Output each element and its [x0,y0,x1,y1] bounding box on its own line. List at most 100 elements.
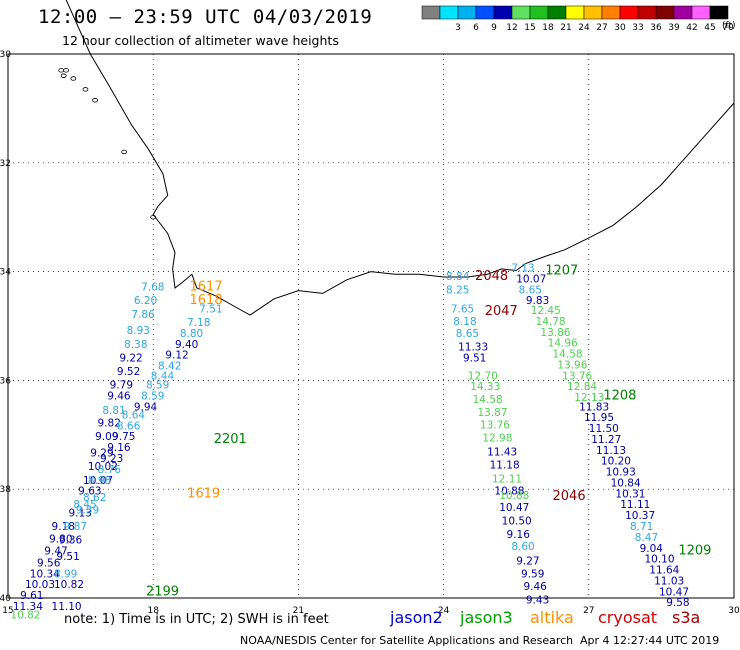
wave-height-value: 9.61 [20,590,43,602]
island-outline [121,149,128,155]
wave-height-value: 7.68 [141,282,164,294]
color-scale-label: 42 [686,23,697,33]
island-outline [58,68,65,73]
map-axis-ticks: 15 18 21 24 27 30 -30 -32 -34 -36 -38 -40 [0,50,740,616]
color-scale-label: 45 [704,23,715,33]
satellite-pass-label: 2199 [146,584,179,599]
latitude-tick-label: -40 [0,594,11,604]
wave-height-value: 9.39 [76,505,99,517]
satellite-pass-label: 2201 [214,432,247,447]
satellite-pass-label: 1617 [190,280,223,295]
longitude-tick-label: 27 [583,606,594,616]
satellite-pass-label: 1619 [187,486,220,501]
wave-height-value: 9.18 [52,521,75,533]
wave-height-value: 9.09 [95,431,118,443]
color-scale-label: 6 [473,23,479,33]
wave-height-value: 9.43 [526,594,549,606]
island-outline [92,98,99,103]
map-border [7,53,735,599]
island-outline [60,73,67,78]
wave-height-value: 9.47 [44,545,67,557]
wave-height-value: 9.83 [526,295,549,307]
longitude-tick-label: 21 [293,606,304,616]
wave-height-value: 9.13 [69,507,92,519]
wave-height-value: 11.10 [52,601,82,613]
wave-height-value: 8.65 [456,328,479,340]
wave-height-value: 12.45 [531,305,561,317]
wave-height-value: 11.03 [654,575,684,587]
wave-height-value: 10.02 [88,461,118,473]
wave-height-value: 9.80 [49,534,72,546]
latitude-tick-label: -38 [0,485,11,495]
satellite-pass-label: 1207 [545,263,578,278]
color-scale-label: 3 [455,23,461,33]
wave-height-value: 14.96 [548,338,578,350]
wave-height-value: 10.34 [30,568,60,580]
wave-height-value: 9.63 [78,486,101,498]
satellite-legend-altika: altika [530,608,574,627]
wave-height-value: 7.86 [131,309,155,321]
coastal-islands [58,68,157,220]
color-scale-label: 70 [722,23,734,33]
wave-height-value: 9.04 [640,543,664,555]
wave-height-value: 13.76 [562,370,592,382]
wave-height-value: 9.59 [521,568,544,580]
wave-height-value: 9.79 [110,380,133,392]
wave-height-value: 8.44 [151,370,175,382]
wave-height-value: 8.47 [635,532,658,544]
satellite-pass-label: 2046 [553,489,586,504]
color-scale-label: 36 [650,23,662,33]
wave-height-value: 10.31 [615,488,645,500]
longitude-tick-label: 24 [438,606,450,616]
wave-height-value: 9.75 [112,431,135,443]
wave-height-value: 11.43 [487,446,517,458]
wave-height-value: 9.51 [463,352,486,364]
wave-height-value: 11.34 [13,601,43,613]
wave-height-color-scale: 3 6 9 12 15 18 21 24 27 30 33 36 39 42 45 70 [421,5,734,33]
wave-height-value: 10.93 [606,467,636,479]
color-scale-label: 18 [542,23,554,33]
latitude-tick-label: -30 [0,50,11,60]
wave-height-value: 8.62 [83,492,106,504]
wave-height-value: 9.12 [165,350,188,362]
wave-height-value: 8.42 [158,361,181,373]
wave-height-value: 8.60 [511,541,534,553]
wave-height-value: 11.33 [458,341,488,353]
island-outline [82,87,89,92]
satellite-legend-cryosat: cryosat [598,608,658,627]
latitude-tick-label: -34 [0,268,11,278]
wave-height-value: 8.59 [141,390,164,402]
wave-height-value: 10.88 [494,486,524,498]
wave-height-value: 13.86 [540,327,570,339]
wave-height-value: 8.38 [124,339,147,351]
color-scale-label: 12 [506,23,517,33]
wave-height-value: 9.29 [90,448,113,460]
wave-height-value: 11.83 [579,401,609,413]
wave-height-value: 14.58 [473,394,503,406]
satellite-pass-label: 2048 [475,269,508,284]
color-scale-label: 30 [614,23,626,33]
wave-height-value: 8.71 [630,521,653,533]
island-outline [70,76,77,81]
wave-height-value: 10.82 [54,579,84,591]
color-scale-label: 24 [578,23,590,33]
wave-height-value: 8.66 [117,420,141,432]
wave-height-value: 9.16 [507,529,531,541]
wave-height-observations: 7.686.20 7.51 7.86 7.18 8.93 8.80 8.38 9.40 9.22… [10,263,689,622]
wave-height-value: 11.11 [620,499,650,511]
wave-height-value: 8.98 [88,475,111,487]
wave-height-value: 8.84 [446,271,470,283]
satellite-legend-jason3: jason3 [460,608,513,627]
wave-height-value: 12.98 [482,432,512,444]
wave-height-value: 12.84 [567,381,597,393]
color-scale-label: 27 [596,23,607,33]
color-scale-label: 21 [560,23,571,33]
wave-height-value: 10.07 [516,273,546,285]
wave-height-value: 9.82 [98,418,121,430]
satellite-pass-label: 2047 [485,304,518,319]
wave-height-value: 14.78 [536,316,566,328]
wave-height-value: 9.87 [64,521,87,533]
wave-height-value: 11.27 [591,434,621,446]
longitude-tick-label: 18 [147,606,159,616]
